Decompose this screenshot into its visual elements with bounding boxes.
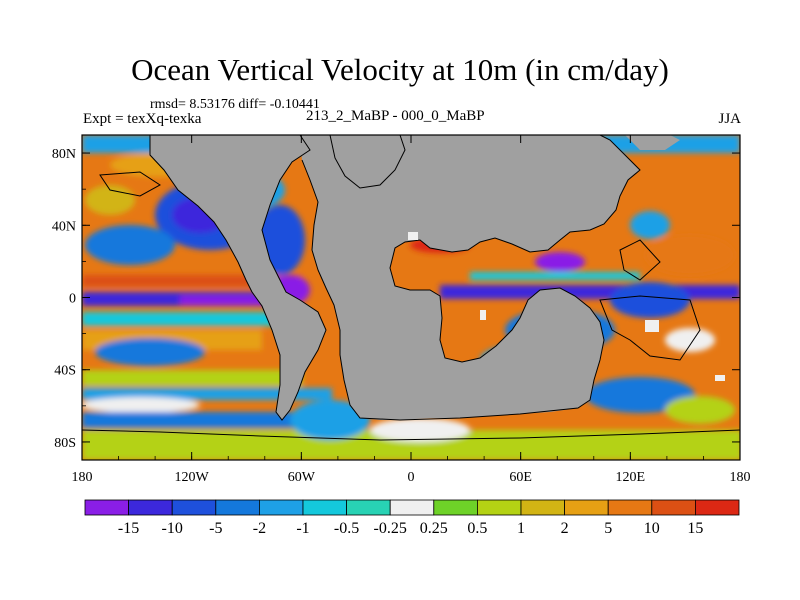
colorbar-label: 10	[644, 520, 660, 537]
x-axis-ticks: 180 120W 60W 0 60E 120E 180	[72, 135, 751, 485]
colorbar-swatch	[564, 499, 609, 516]
land-americas	[150, 135, 326, 420]
y-tick-label: 80S	[54, 436, 76, 451]
rmsd-diff-stats: rmsd= 8.53176 diff= -0.10441	[150, 97, 320, 112]
near-zero-patches	[408, 232, 725, 381]
colorbar-label: 0.5	[467, 520, 487, 537]
colorbar-swatch	[520, 499, 565, 516]
experiment-label: Expt = texXq-texka	[83, 111, 202, 127]
colorbar-swatch	[171, 499, 217, 516]
colorbar-label: 2	[561, 520, 569, 537]
colorbar-label: -15	[118, 520, 139, 537]
colorbar-swatch	[302, 499, 347, 516]
colorbar-swatch	[84, 499, 129, 516]
map-title: Ocean Vertical Velocity at 10m (in cm/da…	[131, 52, 669, 87]
x-tick-label: 120W	[175, 470, 210, 485]
y-tick-label: 40S	[54, 364, 76, 379]
y-tick-label: 40N	[52, 219, 76, 234]
colorbar-label: -1	[296, 520, 309, 537]
colorbar-swatch	[389, 499, 435, 516]
x-tick-label: 60E	[509, 470, 532, 485]
colorbar	[84, 499, 740, 516]
land-greenland	[330, 135, 405, 188]
coastlines	[82, 135, 740, 441]
land-afro-eurasia	[300, 135, 640, 420]
colorbar-label: -0.5	[334, 520, 359, 537]
colorbar-swatch	[607, 499, 653, 516]
colorbar-swatch	[433, 499, 478, 516]
y-tick-label: 0	[69, 292, 76, 307]
colorbar-swatch	[346, 499, 391, 516]
colorbar-swatch	[258, 499, 304, 516]
x-tick-label: 0	[408, 470, 415, 485]
land-australia	[625, 135, 680, 150]
colorbar-label: 15	[687, 520, 703, 537]
map-plot-area	[82, 135, 740, 460]
colorbar-label: 0.25	[420, 520, 448, 537]
x-tick-label: 60W	[288, 470, 316, 485]
y-tick-label: 80N	[52, 147, 76, 162]
colorbar-swatch	[651, 499, 696, 516]
y-axis-ticks: 80N 40N 0 40S 80S	[52, 147, 740, 451]
colorbar-labels: -15 -10 -5 -2 -1 -0.5 -0.25 0.25 0.5 1 2 5 10 15	[118, 520, 703, 537]
x-tick-label: 120E	[616, 470, 646, 485]
colorbar-label: -2	[253, 520, 266, 537]
colorbar-label: 5	[604, 520, 612, 537]
colorbar-label: -10	[162, 520, 183, 537]
colorbar-swatch	[128, 499, 173, 516]
colorbar-swatch	[695, 499, 740, 516]
colorbar-swatch	[215, 499, 260, 516]
difference-label: 213_2_MaBP - 000_0_MaBP	[306, 108, 485, 124]
colorbar-swatch	[476, 499, 522, 516]
x-tick-label: 180	[72, 470, 93, 485]
colorbar-label: 1	[517, 520, 525, 537]
colorbar-label: -5	[209, 520, 222, 537]
season-label: JJA	[718, 111, 741, 127]
colorbar-label: -0.25	[374, 520, 407, 537]
x-tick-label: 180	[730, 470, 751, 485]
